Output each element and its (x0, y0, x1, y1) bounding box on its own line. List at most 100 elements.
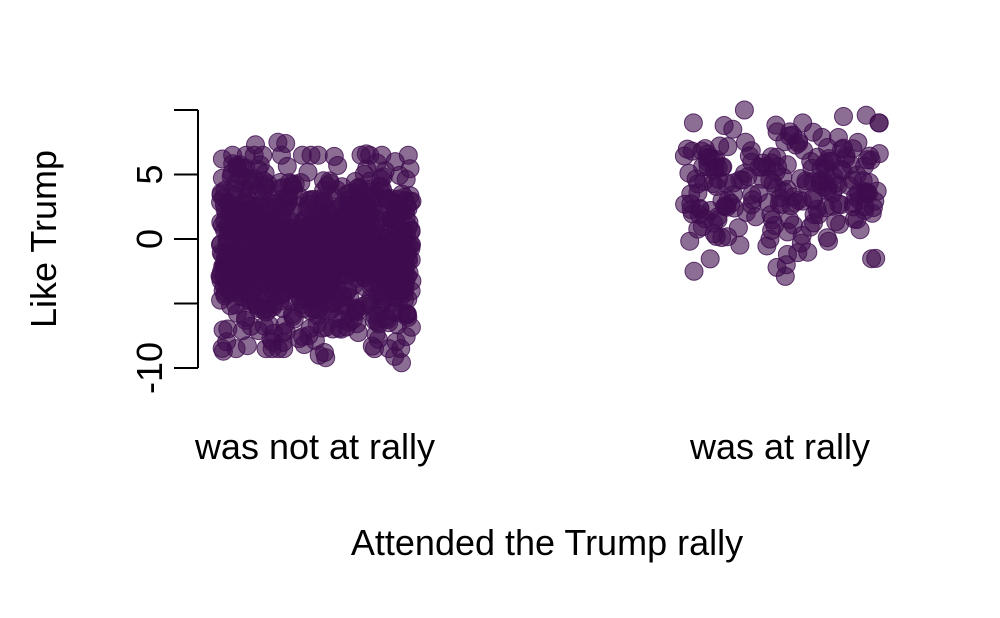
scatter-point (688, 174, 708, 194)
scatter-point (323, 319, 343, 339)
scatter-point (847, 210, 867, 229)
scatter-point (249, 243, 269, 263)
scatter-point (289, 186, 309, 206)
scatter-point (315, 343, 334, 362)
scatter-point (781, 196, 801, 216)
scatter-point (223, 251, 243, 271)
scatter-point (227, 158, 247, 178)
scatter-point (367, 153, 387, 173)
scatter-point (780, 122, 800, 142)
scatter-point (689, 205, 709, 224)
scatter-point (301, 301, 321, 321)
scatter-point (767, 257, 787, 277)
y-tick-label: 0 (129, 229, 170, 249)
scatter-point (391, 280, 411, 300)
scatter-point (742, 185, 762, 205)
scatter-point (213, 341, 233, 361)
scatter-point (246, 135, 265, 155)
scatter-point (235, 220, 255, 240)
scatter-point (762, 210, 782, 230)
scatter-point (778, 222, 797, 242)
scatter-point (327, 234, 347, 253)
y-axis: -10 0 5 (129, 109, 199, 394)
scatter-point (324, 146, 344, 166)
scatter-point (819, 149, 839, 169)
scatter-point (373, 289, 393, 309)
scatter-point (284, 309, 304, 329)
scatter-point (285, 247, 305, 267)
scatter-point (736, 132, 755, 152)
scatter-point (859, 184, 878, 204)
scatter-point (777, 245, 797, 264)
scatter-point (798, 242, 818, 262)
scatter-point (211, 183, 231, 203)
scatter-point (836, 148, 856, 168)
scatter-point (400, 159, 420, 179)
x-category-label: was not at rally (194, 426, 435, 467)
scatter-point (723, 119, 743, 139)
scatter-point (716, 196, 736, 216)
scatter-point (256, 178, 275, 198)
scatter-point (373, 180, 393, 200)
scatter-point (397, 196, 417, 216)
scatter-point (834, 107, 853, 126)
y-tick-label: 5 (129, 164, 170, 184)
scatter-point (279, 223, 299, 243)
scatter-point (735, 163, 754, 183)
scatter-point (728, 218, 748, 238)
scatter-point (753, 153, 773, 173)
scatter-point (354, 241, 374, 261)
scatter-point (819, 231, 838, 251)
scatter-point (401, 222, 421, 241)
scatter-point (310, 220, 330, 239)
scatter-point (677, 139, 697, 159)
scatter-point (866, 248, 886, 268)
scatter-point (392, 353, 411, 373)
scatter-point (352, 209, 372, 229)
scatter-point (388, 252, 408, 271)
scatter-point (341, 261, 361, 281)
scatter-point (824, 166, 844, 186)
scatter-point (706, 176, 726, 196)
scatter-point (251, 196, 271, 216)
scatter-point (227, 303, 247, 323)
scatter-point (730, 235, 750, 255)
scatter-point (757, 236, 777, 256)
scatter-point (221, 204, 241, 224)
scatter-point (830, 214, 850, 234)
scatter-point (398, 305, 417, 324)
scatter-point (746, 207, 766, 227)
x-axis-label: Attended the Trump rally (351, 522, 743, 563)
scatter-point (367, 263, 387, 283)
scatter-point (808, 205, 828, 225)
points-layer (210, 100, 889, 373)
x-category-label: was at rally (689, 426, 870, 467)
scatter-point (221, 282, 241, 302)
scatter-point (320, 173, 340, 193)
scatter-point (340, 288, 360, 308)
scatter-point (734, 100, 754, 120)
scatter-point (232, 321, 252, 341)
scatter-point (350, 188, 370, 208)
scatter-point (261, 258, 281, 278)
scatter-point (212, 149, 232, 169)
scatter-point (857, 150, 877, 170)
scatter-point (362, 336, 382, 356)
scatter-point (292, 145, 312, 165)
scatter-point (760, 170, 780, 190)
scatter-point (276, 134, 296, 153)
scatter-point (262, 332, 282, 352)
scatter-point (698, 152, 718, 172)
scatter-point (718, 137, 738, 157)
y-tick-label: -10 (129, 342, 170, 394)
scatter-point (248, 299, 268, 318)
scatter-point (801, 152, 821, 171)
scatter-point (311, 271, 331, 290)
scatter-point (869, 113, 889, 133)
scatter-point (803, 122, 823, 142)
scatter-point (386, 210, 406, 230)
scatter-point (700, 249, 720, 269)
y-axis-label: Like Trump (23, 150, 64, 328)
